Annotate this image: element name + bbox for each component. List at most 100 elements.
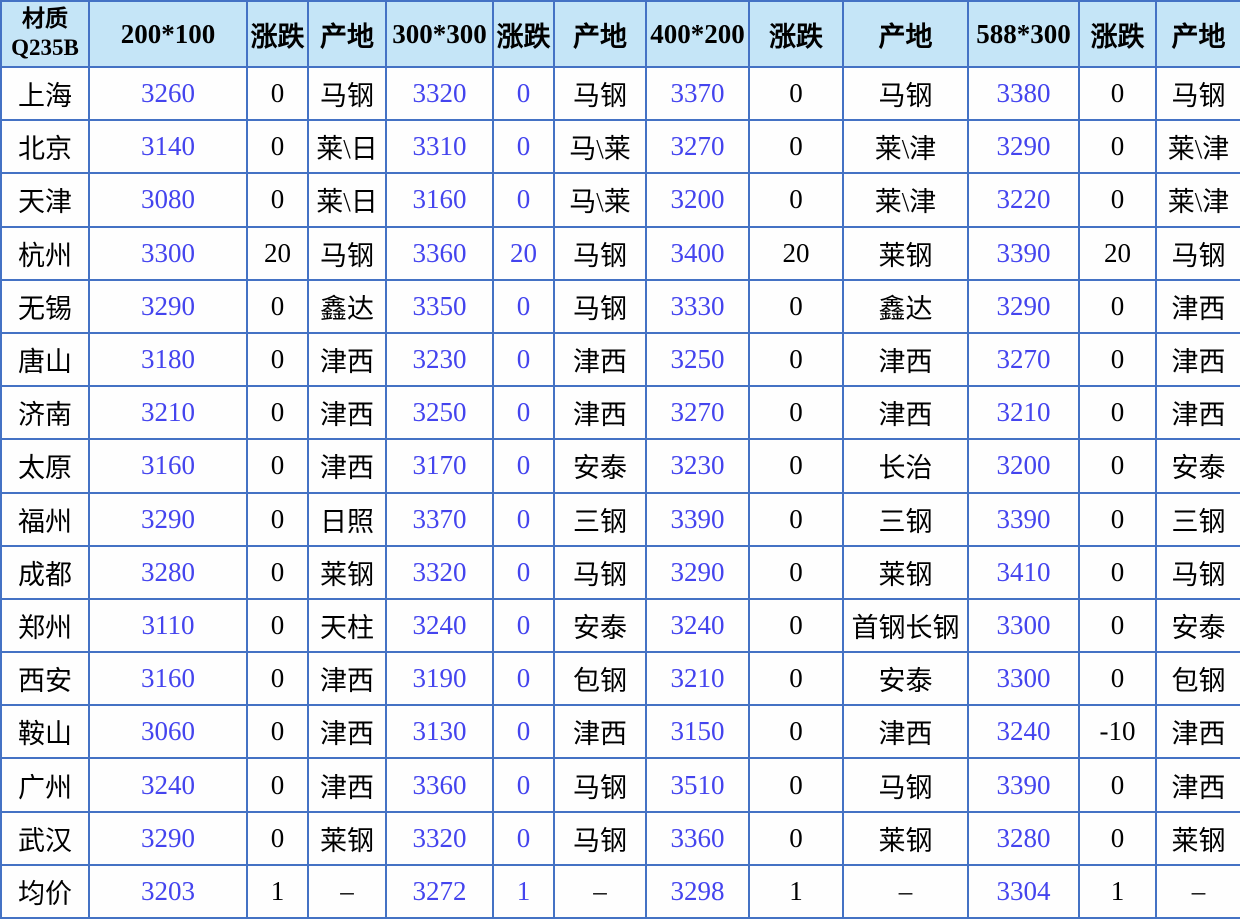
cell-origin: 莱\津	[1155, 172, 1240, 228]
cell-change: 20	[748, 225, 844, 281]
cell-change: 0	[748, 278, 844, 334]
cell-price: 3160	[88, 651, 248, 707]
cell-price: 3210	[967, 385, 1080, 441]
cell-price: 3160	[385, 172, 494, 228]
cell-price: 3240	[385, 597, 494, 654]
cell-price: 3370	[385, 491, 494, 547]
cell-change-blue: 0	[492, 757, 555, 813]
cell-change: 0	[1078, 810, 1157, 866]
cell-price: 3380	[967, 65, 1080, 122]
cell-price: 3390	[967, 491, 1080, 547]
cell-origin: 莱钢	[307, 810, 387, 866]
cell-origin: 长治	[842, 438, 969, 494]
cell-origin: 津西	[842, 331, 969, 388]
cell-change: 0	[748, 597, 844, 654]
cell-change: 0	[748, 810, 844, 866]
cell-change: 0	[246, 597, 309, 654]
cell-origin: –	[842, 863, 969, 919]
cell-change: 0	[748, 172, 844, 228]
cell-price: 3370	[645, 65, 750, 122]
cell-origin: 马钢	[553, 65, 647, 122]
cell-change: 1	[1078, 863, 1157, 919]
table-header: 材质 Q235B 200*100 涨跌 产地 300*300 涨跌 产地 400…	[0, 0, 1240, 68]
cell-change: 0	[748, 491, 844, 547]
cell-price: 3270	[645, 119, 750, 175]
cell-city: 唐山	[0, 331, 90, 388]
cell-price: 3298	[645, 863, 750, 919]
cell-origin: 津西	[553, 385, 647, 441]
table-row: 成都 3280 0 莱钢 3320 0 马钢 3290 0 莱钢 3410 0 马钢	[0, 544, 1240, 600]
cell-change: 0	[246, 65, 309, 122]
cell-change: 0	[748, 651, 844, 707]
cell-origin: 日照	[307, 491, 387, 547]
cell-price: 3320	[385, 810, 494, 866]
cell-origin: 津西	[1155, 278, 1240, 334]
cell-price: 3290	[88, 810, 248, 866]
cell-change: 0	[1078, 65, 1157, 122]
cell-change: 0	[748, 65, 844, 122]
cell-change: 0	[246, 757, 309, 813]
cell-price: 3390	[967, 757, 1080, 813]
column-header-size-588x300: 588*300	[967, 0, 1080, 68]
cell-price: 3410	[967, 544, 1080, 600]
cell-price: 3330	[645, 278, 750, 334]
cell-price: 3250	[385, 385, 494, 441]
header-row: 材质 Q235B 200*100 涨跌 产地 300*300 涨跌 产地 400…	[0, 0, 1240, 68]
cell-city: 郑州	[0, 597, 90, 654]
cell-city: 西安	[0, 651, 90, 707]
cell-price: 3360	[385, 757, 494, 813]
cell-origin: 马钢	[553, 544, 647, 600]
table-row: 无锡 3290 0 鑫达 3350 0 马钢 3330 0 鑫达 3290 0 津西	[0, 278, 1240, 334]
cell-price: 3320	[385, 65, 494, 122]
cell-change-blue: 0	[492, 385, 555, 441]
cell-change-blue: 20	[492, 225, 555, 281]
cell-change: 0	[1078, 278, 1157, 334]
cell-change: 0	[246, 704, 309, 760]
cell-change: 0	[1078, 597, 1157, 654]
column-header-origin: 产地	[1155, 0, 1240, 68]
cell-origin: 马钢	[553, 757, 647, 813]
table-row: 北京 3140 0 莱\日 3310 0 马\莱 3270 0 莱\津 3290 0 莱\津	[0, 119, 1240, 175]
cell-price: 3270	[645, 385, 750, 441]
table-row: 均价 3203 1–3272 1–3298 1–3304 1–	[0, 863, 1240, 919]
cell-origin: –	[1155, 863, 1240, 919]
cell-origin: 马钢	[842, 65, 969, 122]
cell-change-blue: 0	[492, 491, 555, 547]
table-row: 武汉 3290 0 莱钢 3320 0 马钢 3360 0 莱钢 3280 0 莱钢	[0, 810, 1240, 866]
cell-origin: 津西	[553, 331, 647, 388]
cell-price: 3260	[88, 65, 248, 122]
cell-change: 0	[246, 438, 309, 494]
cell-change-blue: 0	[492, 704, 555, 760]
cell-change: 1	[246, 863, 309, 919]
cell-origin: 安泰	[553, 597, 647, 654]
cell-change: 0	[1078, 651, 1157, 707]
cell-city: 济南	[0, 385, 90, 441]
cell-price: 3350	[385, 278, 494, 334]
cell-price: 3230	[645, 438, 750, 494]
cell-price: 3240	[645, 597, 750, 654]
table-row: 鞍山 3060 0 津西 3130 0 津西 3150 0 津西 3240 -10 津西	[0, 704, 1240, 760]
cell-price: 3270	[967, 331, 1080, 388]
column-header-change: 涨跌	[492, 0, 555, 68]
cell-origin: 津西	[307, 385, 387, 441]
table-row: 郑州 3110 0 天柱 3240 0 安泰 3240 0 首钢长钢 3300 0 安泰	[0, 597, 1240, 654]
cell-origin: 马\莱	[553, 119, 647, 175]
cell-price: 3150	[645, 704, 750, 760]
cell-origin: 津西	[1155, 331, 1240, 388]
cell-origin: 安泰	[1155, 438, 1240, 494]
cell-price: 3300	[967, 651, 1080, 707]
cell-price: 3190	[385, 651, 494, 707]
cell-price: 3160	[88, 438, 248, 494]
cell-origin: 三钢	[842, 491, 969, 547]
cell-change: 0	[748, 331, 844, 388]
cell-origin: 莱钢	[842, 544, 969, 600]
cell-origin: 天柱	[307, 597, 387, 654]
cell-price: 3240	[967, 704, 1080, 760]
cell-city: 北京	[0, 119, 90, 175]
cell-price: 3300	[88, 225, 248, 281]
cell-price: 3140	[88, 119, 248, 175]
cell-origin: 马\莱	[553, 172, 647, 228]
cell-price: 3400	[645, 225, 750, 281]
cell-city: 鞍山	[0, 704, 90, 760]
cell-change: 0	[1078, 385, 1157, 441]
